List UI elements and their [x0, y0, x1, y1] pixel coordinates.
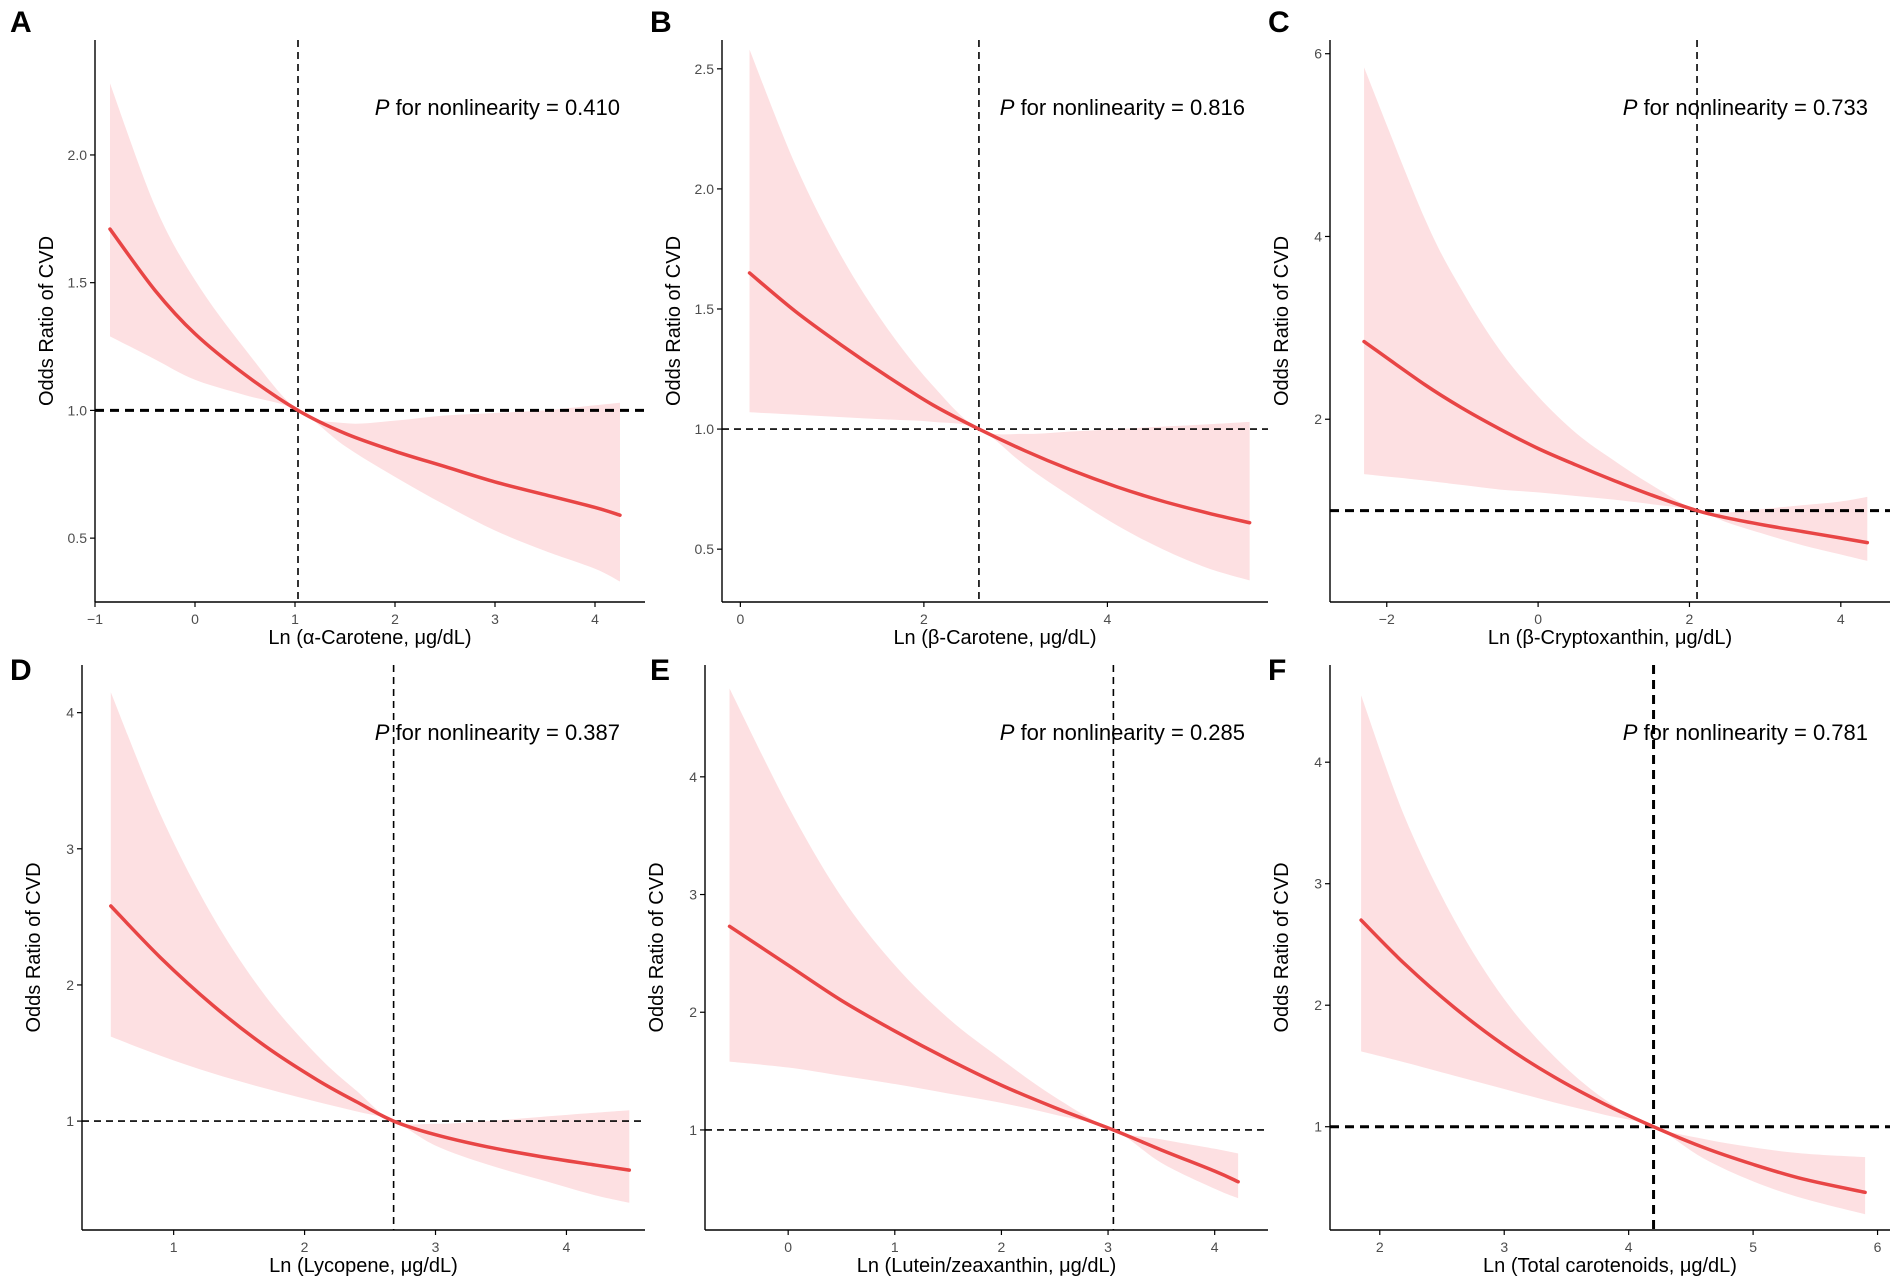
y-axis-title: Odds Ratio of CVD: [646, 862, 668, 1032]
x-axis-title: Ln (β-Cryptoxanthin, μg/dL): [1488, 627, 1732, 649]
y-axis-title: Odds Ratio of CVD: [1271, 236, 1293, 406]
panel-a: −1 0 1 2 3 4 0.5 1.0 1.5 2.0 Ln (α-Carotene, μg/dL…: [10, 6, 645, 649]
y-tick-label: 1.0: [695, 421, 715, 437]
odds-ratio-curve: [1359, 918, 1867, 1195]
confidence-band: [110, 83, 620, 582]
y-tick-label: 1: [66, 1113, 74, 1129]
x-tick-label: −1: [87, 611, 103, 627]
y-tick-label: 4: [1314, 754, 1322, 770]
panel-d: 1 2 3 4 1 2 3 4 Ln (Lycopene, μg/dL) Odds Ratio o…: [10, 654, 645, 1277]
x-tick-label: 1: [170, 1239, 178, 1255]
x-tick-label: 3: [1104, 1239, 1112, 1255]
nonlinearity-annotation: P for nonlinearity = 0.781: [1623, 720, 1868, 745]
panel-e: 0 1 2 3 4 1 2 3 4 Ln (Lutein/zeaxanthin, μg/dL) Od…: [646, 654, 1268, 1277]
x-tick-label: 4: [591, 611, 599, 627]
y-axis-title: Odds Ratio of CVD: [23, 862, 45, 1032]
y-tick-label: 2: [1314, 411, 1322, 427]
y-tick-label: 1: [689, 1122, 697, 1138]
nonlinearity-annotation: P for nonlinearity = 0.816: [1000, 95, 1245, 120]
panel-letter: A: [10, 6, 32, 39]
y-axis-title: Odds Ratio of CVD: [1271, 862, 1293, 1032]
panel-c: −2 0 2 4 2 4 6 Ln (β-Cryptoxanthin, μg/dL) Odds …: [1268, 6, 1890, 649]
x-tick-label: 4: [1104, 611, 1112, 627]
y-tick-label: 4: [689, 769, 697, 785]
x-tick-label: 0: [736, 611, 744, 627]
x-axis-title: Ln (Lycopene, μg/dL): [269, 1255, 458, 1277]
x-tick-label: 6: [1874, 1239, 1882, 1255]
x-tick-label: 4: [1211, 1239, 1219, 1255]
x-tick-label: 3: [1500, 1239, 1508, 1255]
x-tick-label: 2: [920, 611, 928, 627]
x-tick-label: 1: [891, 1239, 899, 1255]
odds-ratio-curve: [747, 271, 1252, 525]
y-tick-label: 6: [1314, 46, 1322, 62]
confidence-band: [1364, 67, 1868, 561]
x-tick-label: −2: [1379, 611, 1395, 627]
y-tick-label: 1.0: [68, 402, 88, 418]
y-tick-label: 4: [1314, 228, 1322, 244]
y-tick-label: 2: [689, 1004, 697, 1020]
confidence-band: [729, 688, 1239, 1199]
nonlinearity-annotation: P for nonlinearity = 0.285: [1000, 720, 1245, 745]
panel-letter: E: [650, 654, 670, 687]
x-tick-label: 3: [432, 1239, 440, 1255]
y-tick-label: 4: [66, 705, 74, 721]
y-tick-label: 2.5: [695, 61, 715, 77]
y-tick-label: 1.5: [68, 275, 88, 291]
x-tick-label: 0: [191, 611, 199, 627]
confidence-band: [1361, 695, 1866, 1215]
x-tick-label: 4: [563, 1239, 571, 1255]
y-tick-label: 3: [66, 841, 74, 857]
y-tick-label: 1: [1314, 1119, 1322, 1135]
confidence-band: [110, 692, 630, 1203]
x-tick-label: 0: [784, 1239, 792, 1255]
y-axis-title: Odds Ratio of CVD: [36, 236, 58, 406]
y-tick-label: 3: [1314, 876, 1322, 892]
x-axis-title: Ln (β-Carotene, μg/dL): [893, 627, 1096, 649]
x-tick-label: 2: [301, 1239, 309, 1255]
odds-ratio-curve: [1362, 339, 1870, 545]
x-axis-title: Ln (Lutein/zeaxanthin, μg/dL): [857, 1255, 1116, 1277]
x-tick-label: 0: [1534, 611, 1542, 627]
y-tick-label: 3: [689, 887, 697, 903]
nonlinearity-annotation: P for nonlinearity = 0.733: [1623, 95, 1868, 120]
panel-letter: D: [10, 654, 32, 687]
y-axis-title: Odds Ratio of CVD: [663, 236, 685, 406]
nonlinearity-annotation: P for nonlinearity = 0.410: [375, 95, 620, 120]
x-tick-label: 5: [1749, 1239, 1757, 1255]
y-tick-label: 1.5: [695, 301, 715, 317]
x-tick-label: 2: [391, 611, 399, 627]
panel-letter: F: [1268, 654, 1286, 687]
odds-ratio-curve: [108, 227, 622, 517]
x-tick-label: 2: [1376, 1239, 1384, 1255]
x-tick-label: 2: [998, 1239, 1006, 1255]
y-tick-label: 2: [1314, 997, 1322, 1013]
x-tick-label: 2: [1686, 611, 1694, 627]
y-tick-label: 2.0: [68, 147, 88, 163]
y-tick-label: 0.5: [695, 541, 715, 557]
x-axis-title: Ln (Total carotenoids, μg/dL): [1483, 1255, 1737, 1277]
y-tick-label: 2: [66, 977, 74, 993]
y-tick-label: 2.0: [695, 181, 715, 197]
x-tick-label: 3: [491, 611, 499, 627]
panel-b: 0 2 4 0.5 1.0 1.5 2.0 2.5 Ln (β-Carotene, μg/dL)…: [650, 6, 1268, 649]
panel-letter: B: [650, 6, 672, 39]
x-tick-label: 1: [291, 611, 299, 627]
y-tick-label: 0.5: [68, 530, 88, 546]
x-axis-title: Ln (α-Carotene, μg/dL): [268, 627, 471, 649]
nonlinearity-annotation: P for nonlinearity = 0.387: [375, 720, 620, 745]
x-tick-label: 4: [1625, 1239, 1633, 1255]
confidence-band: [749, 49, 1250, 581]
panel-letter: C: [1268, 6, 1290, 39]
odds-ratio-curve: [109, 904, 632, 1172]
odds-ratio-curve: [727, 924, 1240, 1184]
x-tick-label: 4: [1837, 611, 1845, 627]
